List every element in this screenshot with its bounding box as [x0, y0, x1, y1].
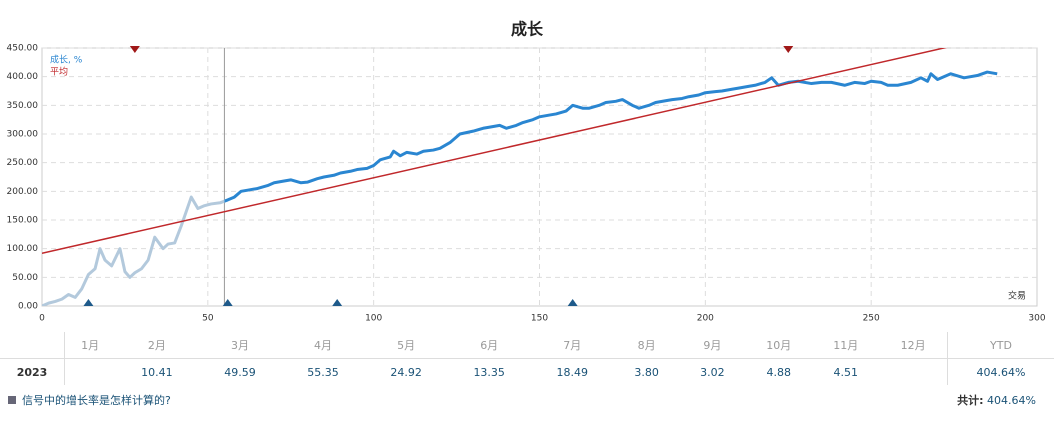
x-tick-label: 250	[863, 314, 880, 324]
corner	[0, 332, 65, 359]
y-tick-label: 0.00	[18, 302, 38, 312]
value-cell: 55.35	[307, 365, 339, 379]
top-marker	[129, 46, 140, 53]
x-tick-label: 100	[365, 314, 382, 324]
month-header: 3月	[198, 332, 282, 359]
value-cell: 13.35	[473, 365, 505, 379]
series-line	[42, 48, 948, 254]
bottom-marker	[83, 299, 94, 306]
y-tick-label: 50.00	[12, 273, 38, 283]
help-link-text[interactable]: 信号中的增长率是怎样计算的?	[22, 394, 171, 407]
y-tick-label: 450.00	[7, 44, 39, 54]
month-header: 6月	[447, 332, 531, 359]
month-header: 11月	[812, 332, 880, 359]
y-tick-label: 100.00	[7, 244, 39, 254]
month-header: 10月	[745, 332, 813, 359]
month-header: 12月	[879, 332, 948, 359]
legend-entry: 平均	[50, 66, 68, 78]
y-tick-label: 150.00	[7, 216, 39, 226]
y-tick-label: 300.00	[7, 130, 39, 140]
y-tick-label: 200.00	[7, 187, 39, 197]
month-header: 7月	[530, 332, 614, 359]
header-row: 1月 2月 3月 4月 5月 6月 7月 8月 9月 10月 11月 12月 YTD	[0, 332, 1054, 359]
month-header: 1月	[64, 332, 116, 359]
value-cell: 49.59	[224, 365, 256, 379]
legend-entry: 成长, %	[50, 54, 83, 66]
month-header: YTD	[947, 332, 1054, 359]
data-row: 2023 10.41 49.59 55.35 24.92 13.35 18.49 3.80 3.…	[0, 358, 1054, 386]
bottom-marker	[567, 299, 578, 306]
y-tick-label: 350.00	[7, 101, 39, 111]
help-link[interactable]: 信号中的增长率是怎样计算的?	[8, 392, 171, 408]
x-tick-label: 150	[531, 314, 548, 324]
value-cell: 4.88	[766, 365, 791, 379]
month-header: 9月	[679, 332, 746, 359]
bottom-marker	[332, 299, 343, 306]
total: 共计: 404.64%	[957, 392, 1036, 408]
y-tick-label: 400.00	[7, 72, 39, 82]
x-tick-label: 50	[202, 314, 214, 324]
value-cell: 10.41	[141, 365, 173, 379]
value-cell: 4.51	[833, 365, 858, 379]
x-tick-label: 300	[1028, 314, 1045, 324]
total-value: 404.64%	[987, 394, 1036, 407]
bottom-marker	[222, 299, 233, 306]
total-label: 共计:	[957, 394, 984, 407]
month-header: 4月	[281, 332, 365, 359]
chart: 成长 交易 0.00 50.00 100.00 150.00 200.00 250.00 3…	[7, 20, 1046, 324]
year-cell: 2023	[0, 358, 65, 385]
x-tick-label: 0	[39, 314, 45, 324]
value-cell: 404.64%	[947, 358, 1054, 385]
series-line	[42, 70, 998, 306]
x-tick-label: 200	[697, 314, 714, 324]
month-header: 2月	[115, 332, 199, 359]
month-header: 8月	[613, 332, 680, 359]
monthly-table: 1月 2月 3月 4月 5月 6月 7月 8月 9月 10月 11月 12月 YTD 2023 10.41 4…	[0, 332, 1054, 385]
top-marker	[783, 46, 794, 53]
month-header: 5月	[364, 332, 448, 359]
value-cell	[65, 359, 116, 386]
value-cell: 24.92	[390, 365, 422, 379]
value-cell: 3.80	[634, 365, 659, 379]
value-cell	[879, 359, 947, 386]
value-cell: 18.49	[556, 365, 589, 379]
chart-title: 成长	[511, 20, 544, 39]
x-axis-label: 交易	[1008, 290, 1026, 302]
y-tick-label: 250.00	[7, 158, 39, 168]
value-cell: 3.02	[700, 365, 725, 379]
